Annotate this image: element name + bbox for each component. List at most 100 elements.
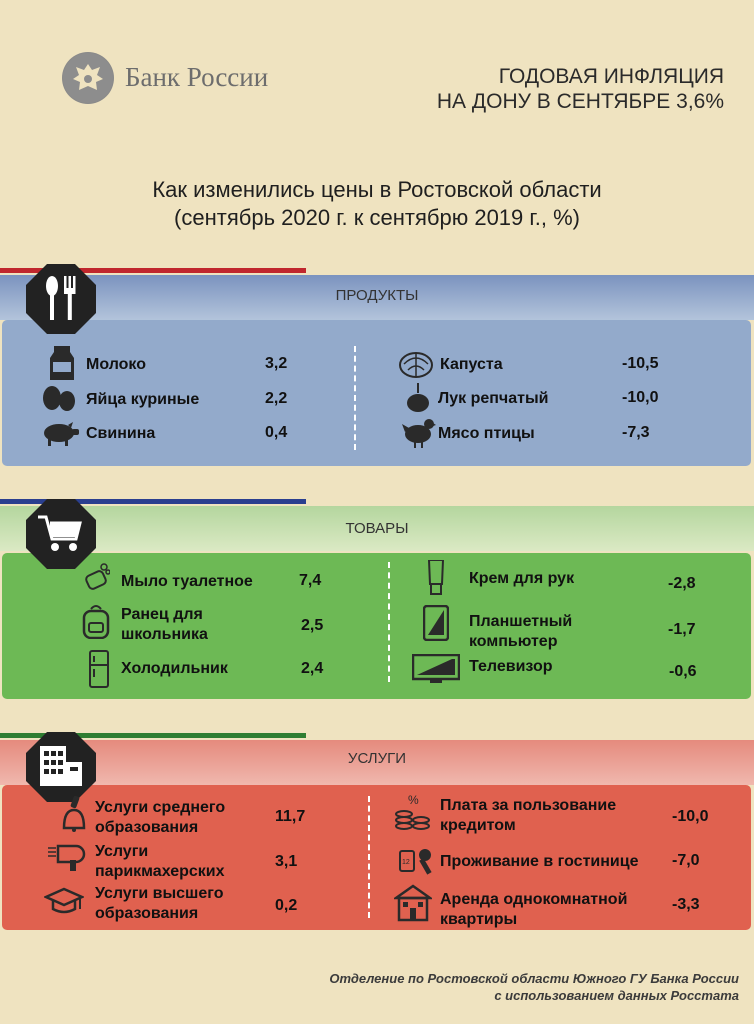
product-name-cabbage: Капуста	[440, 356, 503, 373]
goods-panel	[2, 553, 751, 699]
school-bell-icon	[58, 795, 86, 837]
service-name-hotel: Проживание в гостинице	[440, 852, 638, 872]
goods-label: ТОВАРЫ	[345, 520, 409, 537]
service-name-hotel-line1: Проживание в гостинице	[440, 853, 639, 870]
product-name-onion: Лук репчатый	[438, 390, 549, 407]
shopping-cart-icon	[38, 515, 82, 551]
service-name-secondary-education: Услуги среднего образования	[95, 798, 225, 838]
tablet-icon	[422, 604, 450, 646]
products-label: ПРОДУКТЫ	[335, 287, 419, 304]
service-name-apartment-rent-line2: квартиры	[440, 911, 518, 928]
service-name-hairdresser-line2: парикмахерских	[95, 863, 225, 880]
goods-name-cream: Крем для рук	[469, 569, 574, 589]
service-name-secondary-education-line1: Услуги среднего	[95, 799, 226, 816]
goods-name-fridge: Холодильник	[121, 659, 228, 679]
products-divider	[354, 346, 356, 450]
goods-name-tablet-line1: Планшетный	[469, 613, 573, 630]
pig-icon	[40, 422, 80, 451]
product-value-milk: 3,2	[265, 355, 288, 372]
goods-value-backpack: 2,5	[301, 617, 324, 634]
services-divider	[368, 796, 370, 918]
services-label: УСЛУГИ	[347, 750, 407, 767]
buildings-badge	[26, 732, 96, 802]
milk-carton-icon	[50, 346, 74, 385]
goods-name-backpack-line1: Ранец для	[121, 606, 203, 623]
service-value-hotel: -7,0	[672, 852, 700, 869]
service-name-higher-education: Услуги высшего образования	[95, 884, 224, 924]
tv-icon	[411, 653, 461, 689]
product-name-milk: Молоко	[86, 356, 146, 373]
footer-source: Отделение по Ростовской области Южного Г…	[329, 970, 739, 1004]
service-name-secondary-education-line2: образования	[95, 819, 199, 836]
svg-text:12: 12	[402, 859, 410, 866]
product-name-pork: Свинина	[86, 425, 156, 442]
cutlery-badge	[26, 264, 96, 334]
product-name-poultry: Мясо птицы	[438, 425, 535, 442]
product-value-pork: 0,4	[265, 424, 288, 441]
hair-dryer-icon	[48, 842, 88, 877]
goods-value-tv: -0,6	[669, 663, 697, 680]
goods-name-soap: Мыло туалетное	[121, 572, 253, 592]
eggs-icon	[42, 385, 76, 416]
goods-name-tablet-line2: компьютер	[469, 633, 558, 650]
service-name-apartment-rent-line1: Аренда однокомнатной	[440, 891, 628, 908]
goods-name-fridge-line1: Холодильник	[121, 660, 228, 677]
product-value-poultry: -7,3	[622, 424, 650, 441]
cream-tube-icon	[427, 559, 445, 601]
fridge-icon	[89, 650, 109, 693]
product-value-onion: -10,0	[622, 389, 659, 406]
goods-accent-line	[0, 499, 306, 504]
onion-icon	[405, 383, 431, 418]
service-value-secondary-education: 11,7	[275, 808, 306, 825]
goods-band	[0, 506, 754, 551]
chicken-icon	[402, 416, 436, 453]
coins-percent-icon: %	[394, 792, 432, 837]
page-title-line2: НА ДОНУ В СЕНТЯБРЕ 3,6%	[436, 90, 724, 113]
goods-value-tablet: -1,7	[668, 621, 696, 638]
cabbage-icon	[398, 350, 434, 383]
goods-value-fridge: 2,4	[301, 660, 324, 677]
bank-emblem-icon	[62, 52, 114, 104]
service-name-credit-line2: кредитом	[440, 817, 516, 834]
subtitle-line2: (сентябрь 2020 г. к сентябрю 2019 г., %)	[174, 205, 580, 230]
service-name-apartment-rent: Аренда однокомнатной квартиры	[440, 890, 627, 930]
house-icon	[392, 884, 434, 927]
subtitle-line1: Как изменились цены в Ростовской области	[152, 177, 602, 202]
goods-value-soap: 7,4	[299, 572, 322, 589]
service-name-higher-education-line1: Услуги высшего	[95, 885, 224, 902]
page-title: ГОДОВАЯ ИНФЛЯЦИЯ НА ДОНУ В СЕНТЯБРЕ 3,6%	[437, 64, 724, 114]
goods-name-tablet: Планшетный компьютер	[469, 612, 572, 652]
hotel-key-icon: 12	[398, 845, 436, 882]
goods-divider	[388, 562, 390, 682]
service-value-hairdresser: 3,1	[275, 853, 298, 870]
product-value-cabbage: -10,5	[622, 355, 659, 372]
graduation-cap-icon	[42, 887, 86, 922]
goods-name-backpack: Ранец для школьника	[121, 605, 208, 645]
footer-line1: Отделение по Ростовской области Южного Г…	[329, 971, 739, 986]
services-accent-line	[0, 733, 306, 738]
product-value-eggs: 2,2	[265, 390, 288, 407]
goods-value-cream: -2,8	[668, 575, 696, 592]
bank-name: Банк России	[125, 62, 269, 92]
product-name-eggs: Яйца куриные	[86, 391, 200, 408]
service-name-credit-line1: Плата за пользование	[440, 797, 617, 814]
service-name-higher-education-line2: образования	[95, 905, 199, 922]
service-name-hairdresser: Услуги парикмахерских	[95, 842, 225, 882]
page-title-line1: ГОДОВАЯ ИНФЛЯЦИЯ	[498, 65, 724, 88]
goods-name-cream-line1: Крем для рук	[469, 570, 575, 587]
cutlery-icon	[46, 276, 76, 320]
footer-line2: с использованием данных Росстата	[494, 988, 739, 1003]
service-value-credit: -10,0	[672, 808, 709, 825]
backpack-icon	[82, 605, 110, 644]
page-subtitle: Как изменились цены в Ростовской области…	[0, 176, 754, 232]
goods-name-soap-line1: Мыло туалетное	[121, 573, 253, 590]
buildings-icon	[40, 746, 82, 786]
service-value-apartment-rent: -3,3	[672, 896, 700, 913]
svg-text:%: %	[408, 793, 419, 807]
products-band	[0, 275, 754, 320]
goods-name-tv: Телевизор	[469, 657, 553, 677]
goods-name-backpack-line2: школьника	[121, 626, 208, 643]
products-accent-line	[0, 268, 306, 273]
cart-badge	[26, 499, 96, 569]
service-value-higher-education: 0,2	[275, 897, 298, 914]
